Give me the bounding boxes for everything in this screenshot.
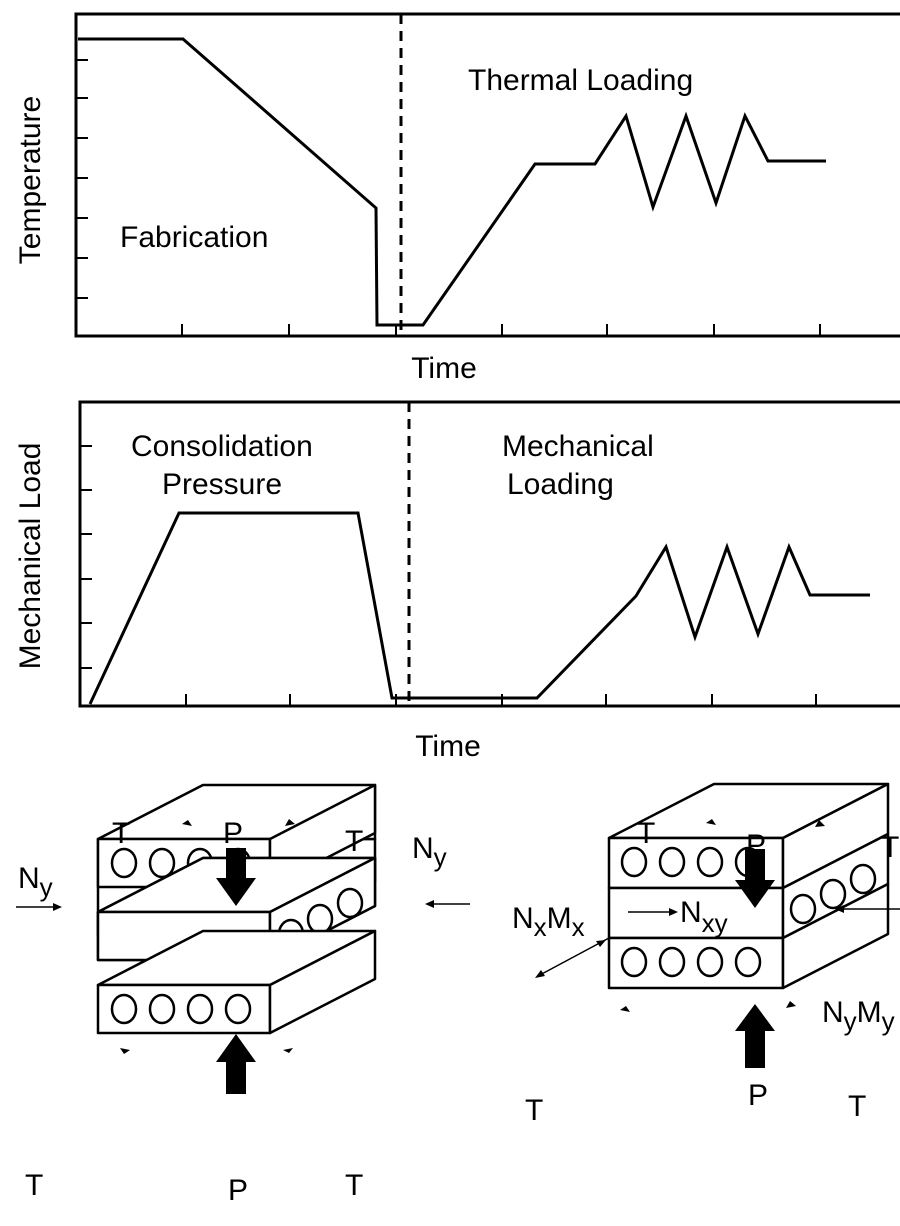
ny-load-arrow (835, 905, 900, 913)
temperature-label: T (881, 831, 899, 864)
mechanical-loading-phase-label: Mechanical (502, 430, 654, 463)
ply-bottom (96, 929, 377, 1035)
mechanical-load-trace (88, 511, 870, 705)
nx-mx-label: NxMx (512, 902, 585, 942)
fabrication-phase-label: Fabrication (120, 221, 268, 254)
corner-mark (620, 1006, 630, 1012)
ny-my-label: NyMy (822, 996, 895, 1036)
temperature-label: T (525, 1094, 543, 1127)
corner-mark (815, 820, 825, 827)
temperature-label: T (345, 1169, 363, 1202)
in-plane-load-label: Ny (18, 862, 53, 902)
time-axis-label-top: Time (411, 352, 477, 385)
time-axis-label-bottom: Time (415, 730, 481, 763)
corner-mark (706, 819, 716, 825)
corner-mark (182, 820, 192, 826)
corner-mark (120, 1048, 130, 1054)
mechanical-y-ticks (80, 445, 92, 669)
pressure-arrow-down (735, 849, 775, 908)
in-plane-load-arrow-right (425, 900, 470, 908)
pressure-label: P (223, 817, 243, 850)
nxy-shear-arrow (628, 908, 678, 916)
pressure-label: P (746, 829, 766, 862)
mechanical-load-axis-label: Mechanical Load (14, 443, 47, 670)
consolidation-pressure-label: Pressure (162, 468, 282, 501)
corner-mark (285, 819, 295, 826)
fabrication-ply-stack-diagram: T T T T P P Ny Ny (16, 783, 470, 1207)
temperature-label: T (345, 825, 363, 858)
corner-mark (786, 1001, 796, 1008)
temperature-label: T (848, 1090, 866, 1123)
pressure-label: P (748, 1079, 768, 1112)
corner-mark (283, 1048, 293, 1053)
temperature-history-chart: Temperature Fabrication Thermal Loading … (14, 12, 900, 385)
in-plane-load-label: Ny (412, 832, 447, 872)
consolidation-pressure-label: Consolidation (131, 430, 313, 463)
consolidated-laminate-diagram: T T T T P P NxMx Nxy NyMy (512, 782, 900, 1127)
temperature-label: T (25, 1169, 43, 1202)
temperature-x-ticks (181, 324, 821, 336)
pressure-arrow-up (216, 1034, 256, 1094)
temperature-y-ticks (76, 59, 88, 299)
nx-load-arrow (535, 937, 610, 978)
temperature-label: T (112, 817, 130, 850)
mechanical-load-history-chart: Mechanical Load Consolidation Pressure M… (14, 400, 900, 763)
in-plane-load-arrow-left (16, 903, 62, 911)
temperature-trace (78, 37, 826, 327)
nxy-label: Nxy (680, 896, 728, 938)
temperature-axis-label: Temperature (14, 96, 47, 264)
mechanical-chart-frame (78, 400, 900, 708)
temperature-chart-frame (74, 12, 900, 338)
temperature-label: T (637, 817, 655, 850)
pressure-arrow-up (735, 1004, 775, 1068)
pressure-label: P (228, 1174, 248, 1207)
mechanical-loading-phase-label: Loading (507, 468, 614, 501)
pressure-arrow-down (216, 848, 256, 906)
ply-bottom-fiber-ends (110, 993, 252, 1025)
thermal-loading-phase-label: Thermal Loading (468, 64, 693, 97)
mechanical-x-ticks (185, 694, 817, 706)
